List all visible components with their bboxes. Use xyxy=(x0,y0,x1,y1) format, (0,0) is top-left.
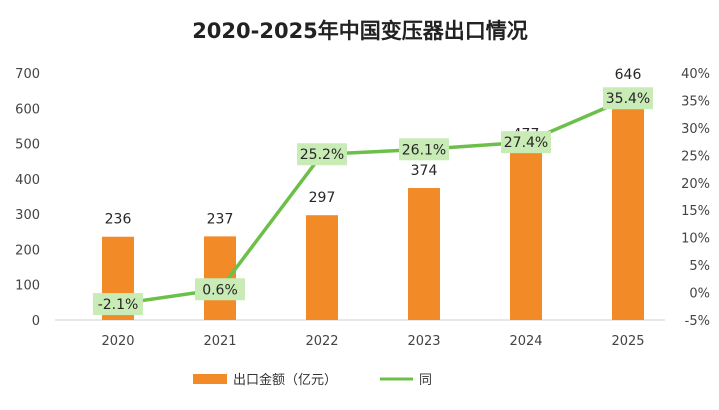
growth-label-badge xyxy=(297,143,347,166)
x-axis-ticks: 2020 2021 2022 2023 2024 2025 xyxy=(101,334,644,349)
x-axis-tick-label: 2022 xyxy=(305,334,338,349)
right-axis-ticks: -5% 0% 5% 10% 15% 20% 25% 30% 35% 40% xyxy=(681,67,710,329)
bar xyxy=(510,151,542,320)
x-axis-tick-label: 2025 xyxy=(611,334,644,349)
growth-label-badge xyxy=(195,278,245,301)
left-axis-tick-label: 500 xyxy=(15,138,40,153)
line-series xyxy=(115,95,631,307)
right-axis-tick-label: 5% xyxy=(689,259,710,274)
x-axis-tick-label: 2024 xyxy=(509,334,542,349)
x-axis-tick-label: 2023 xyxy=(407,334,440,349)
left-axis-tick-label: 400 xyxy=(15,173,40,188)
bar xyxy=(612,92,644,320)
bar-value-label: 297 xyxy=(309,190,336,206)
bar xyxy=(306,215,338,320)
left-axis-tick-label: 100 xyxy=(15,279,40,294)
legend-label-bar: 出口金额（亿元） xyxy=(233,372,337,388)
left-axis-tick-label: 600 xyxy=(15,102,40,117)
bar-value-label: 237 xyxy=(207,211,234,227)
legend: 出口金额（亿元） 同 xyxy=(193,372,432,388)
growth-label-badge xyxy=(603,87,653,110)
growth-value-label: 27.4% xyxy=(504,135,548,151)
growth-label-badge xyxy=(399,138,449,161)
bar-value-label: 374 xyxy=(411,163,438,179)
left-axis-tick-label: 0 xyxy=(32,314,40,329)
bar xyxy=(408,188,440,320)
left-axis-ticks: 0 100 200 300 400 500 600 700 xyxy=(15,67,40,329)
left-axis-tick-label: 700 xyxy=(15,67,40,82)
right-axis-tick-label: 0% xyxy=(689,287,710,302)
line-data-labels: -2.1% 0.6% 25.2% 26.1% 27.4% 35.4% xyxy=(93,87,653,316)
bar-value-label: 646 xyxy=(615,67,642,83)
legend-swatch-bar xyxy=(193,374,227,384)
left-axis-tick-label: 300 xyxy=(15,208,40,223)
growth-label-badge xyxy=(93,293,143,316)
x-axis-tick-label: 2020 xyxy=(101,334,134,349)
chart-title: 2020-2025年中国变压器出口情况 xyxy=(192,19,528,43)
growth-line xyxy=(117,96,629,306)
right-axis-tick-label: -5% xyxy=(685,314,710,329)
growth-label-badge xyxy=(501,131,551,154)
right-axis-tick-label: 40% xyxy=(681,67,710,82)
growth-value-label: 25.2% xyxy=(300,147,344,163)
right-axis-tick-label: 10% xyxy=(681,232,710,247)
bar xyxy=(204,236,236,320)
right-axis-tick-label: 35% xyxy=(681,94,710,109)
right-axis-tick-label: 30% xyxy=(681,122,710,137)
right-axis-tick-label: 20% xyxy=(681,177,710,192)
growth-value-label: 35.4% xyxy=(606,91,650,107)
right-axis-tick-label: 25% xyxy=(681,149,710,164)
right-axis-tick-label: 15% xyxy=(681,204,710,219)
x-axis-tick-label: 2021 xyxy=(203,334,236,349)
bar-data-labels: 236237297374477646 xyxy=(105,67,642,228)
legend-label-line: 同 xyxy=(419,373,432,388)
growth-value-label: 26.1% xyxy=(402,142,446,158)
bar-value-label: 236 xyxy=(105,212,132,228)
growth-value-label: 0.6% xyxy=(202,282,238,298)
growth-value-label: -2.1% xyxy=(98,297,139,313)
left-axis-tick-label: 200 xyxy=(15,243,40,258)
bar-series xyxy=(102,92,644,320)
